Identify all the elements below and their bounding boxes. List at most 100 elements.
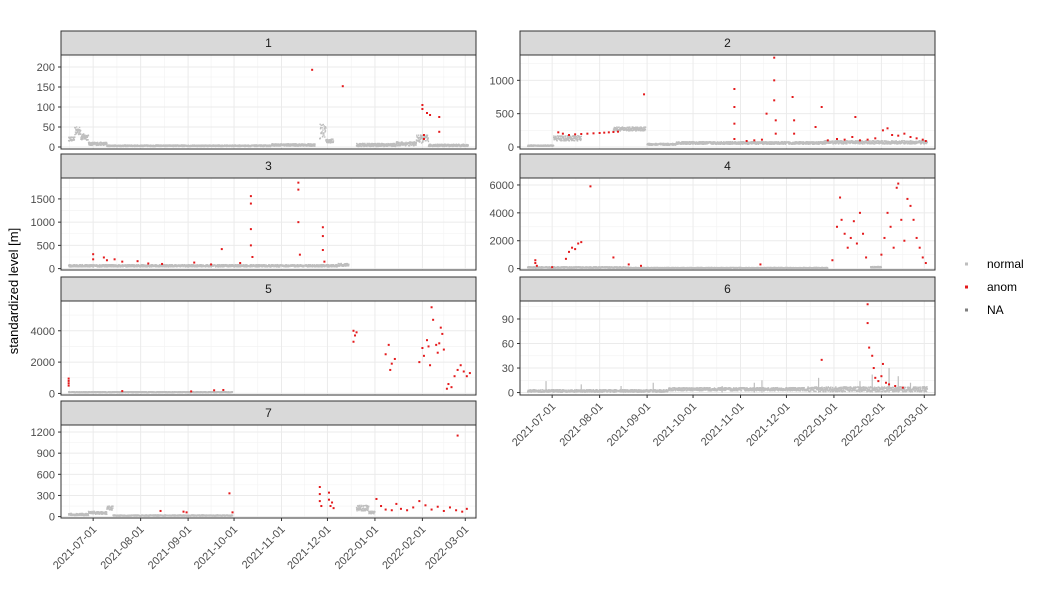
- anom-point: [586, 133, 588, 135]
- normal-point: [321, 133, 322, 134]
- normal-point: [379, 143, 380, 144]
- anom-point: [793, 133, 795, 135]
- anom-point: [643, 93, 645, 95]
- anom-point: [733, 123, 735, 125]
- normal-point: [320, 127, 321, 128]
- anom-point: [775, 133, 777, 135]
- anom-point: [733, 88, 735, 90]
- normal-point: [618, 126, 619, 127]
- y-tick-label: 0: [49, 264, 55, 276]
- normal-point: [322, 136, 323, 137]
- anom-point: [438, 131, 440, 133]
- anom-point: [557, 131, 559, 133]
- y-tick-label: 0: [49, 142, 55, 154]
- anom-point: [599, 132, 601, 134]
- anom-point: [568, 134, 570, 136]
- normal-point: [428, 137, 429, 138]
- normal-point: [83, 133, 84, 134]
- anom-point: [342, 85, 344, 87]
- normal-point: [325, 127, 326, 128]
- facet-strip-label: 3: [265, 159, 272, 173]
- normal-point: [421, 135, 422, 136]
- anom-point: [851, 136, 853, 138]
- normal-point: [314, 145, 315, 146]
- anom-point: [580, 133, 582, 135]
- anom-point: [836, 138, 838, 140]
- anom-point: [887, 127, 889, 129]
- anom-point: [593, 132, 595, 134]
- normal-point: [325, 130, 326, 131]
- anom-point: [815, 126, 817, 128]
- normal-point: [80, 134, 81, 135]
- normal-point: [418, 138, 419, 139]
- anom-point: [867, 139, 869, 141]
- anom-point: [773, 99, 775, 101]
- anom-point: [821, 106, 823, 108]
- panel-background: [61, 55, 476, 149]
- normal-point: [555, 136, 556, 137]
- anom-point: [423, 138, 425, 140]
- normal-point: [576, 136, 577, 137]
- normal-point: [758, 144, 759, 145]
- normal-point: [641, 127, 642, 128]
- normal-point: [421, 136, 422, 137]
- y-tick-label: 1500: [31, 194, 55, 206]
- facet-strip-label: 2: [724, 36, 731, 50]
- normal-point: [580, 139, 581, 140]
- normal-point: [323, 132, 324, 133]
- panel-background: [61, 178, 476, 270]
- normal-point: [581, 136, 582, 137]
- normal-point: [553, 145, 554, 146]
- anom-point: [773, 79, 775, 81]
- normal-point: [645, 129, 646, 130]
- normal-point: [418, 135, 419, 136]
- normal-point: [320, 137, 321, 138]
- normal-point: [897, 143, 898, 144]
- facet-panels: 1050100150200205001000305001000150040200…: [31, 31, 935, 524]
- normal-point: [277, 145, 278, 146]
- normal-point: [468, 145, 469, 146]
- anom-point: [562, 133, 564, 135]
- normal-point: [832, 141, 833, 142]
- anom-point: [311, 69, 313, 71]
- anom-point: [827, 139, 829, 141]
- normal-point: [87, 139, 88, 140]
- normal-point: [100, 145, 101, 146]
- y-tick-label: 200: [37, 62, 55, 74]
- normal-point: [794, 143, 795, 144]
- anom-point: [421, 104, 423, 106]
- anom-point: [859, 139, 861, 141]
- anom-point: [903, 133, 905, 135]
- normal-point: [188, 266, 189, 267]
- normal-point: [361, 146, 362, 147]
- normal-point: [75, 127, 76, 128]
- normal-point: [79, 127, 80, 128]
- normal-point: [333, 140, 334, 141]
- normal-point: [561, 140, 562, 141]
- normal-point: [577, 139, 578, 140]
- normal-point: [419, 141, 420, 142]
- normal-point: [416, 135, 417, 136]
- normal-point: [80, 130, 81, 131]
- normal-point: [324, 129, 325, 130]
- normal-point: [425, 140, 426, 141]
- anom-point: [438, 116, 440, 118]
- normal-point: [428, 141, 429, 142]
- normal-point: [151, 266, 152, 267]
- y-tick-label: 500: [37, 240, 55, 252]
- normal-point: [645, 127, 646, 128]
- normal-point: [324, 136, 325, 137]
- anom-point: [423, 134, 425, 136]
- normal-point: [323, 124, 324, 125]
- normal-point: [77, 132, 78, 133]
- normal-point: [88, 135, 89, 136]
- y-tick-label: 50: [43, 122, 55, 134]
- facet-strip-label: 1: [265, 36, 272, 50]
- y-tick-label: 0: [508, 142, 514, 154]
- anom-point: [429, 114, 431, 116]
- normal-point: [416, 142, 417, 143]
